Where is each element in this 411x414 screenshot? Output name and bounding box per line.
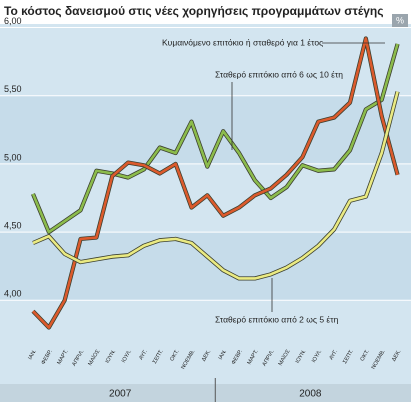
plot-bg	[0, 24, 411, 384]
series-label: Σταθερό επιτόκιο από 2 ως 5 έτη	[215, 314, 339, 324]
y-tick-label: 4,50	[4, 220, 22, 230]
x-tick-label: ΔΕΚ.	[391, 348, 403, 362]
x-tick-label: ΔΕΚ.	[201, 348, 213, 362]
x-tick-label: ΙΑΝ.	[27, 348, 38, 361]
series-label: Κυμαινόμενο επιτόκιο ή σταθερό για 1 έτο…	[162, 37, 323, 47]
y-tick-label: 4,00	[4, 289, 22, 299]
unit-label: %	[396, 15, 404, 25]
x-tick-label: ΟΚΤ.	[360, 348, 372, 362]
unit-box	[392, 14, 408, 28]
x-tick-label: ΟΚΤ.	[169, 348, 181, 362]
x-tick-label: ΑΥΓ.	[138, 348, 149, 361]
series-label: Σταθερό επιτόκιο από 6 ως 10 έτη	[215, 69, 343, 79]
x-tick-label: ΑΥΓ.	[328, 348, 339, 361]
line	[32, 37, 399, 329]
year-label: 2008	[299, 389, 322, 400]
line	[32, 91, 399, 280]
y-tick-label: 5,50	[4, 84, 22, 94]
band	[0, 232, 411, 301]
line	[31, 43, 399, 234]
year-band	[0, 384, 411, 402]
y-tick-label: 5,00	[4, 152, 22, 162]
year-label: 2007	[109, 389, 132, 400]
chart-title: Το κόστος δανεισμού στις νέες χορηγήσεις…	[4, 4, 384, 18]
x-tick-label: ΙΑΝ.	[218, 348, 229, 361]
y-tick-label: 6,00	[4, 16, 22, 26]
